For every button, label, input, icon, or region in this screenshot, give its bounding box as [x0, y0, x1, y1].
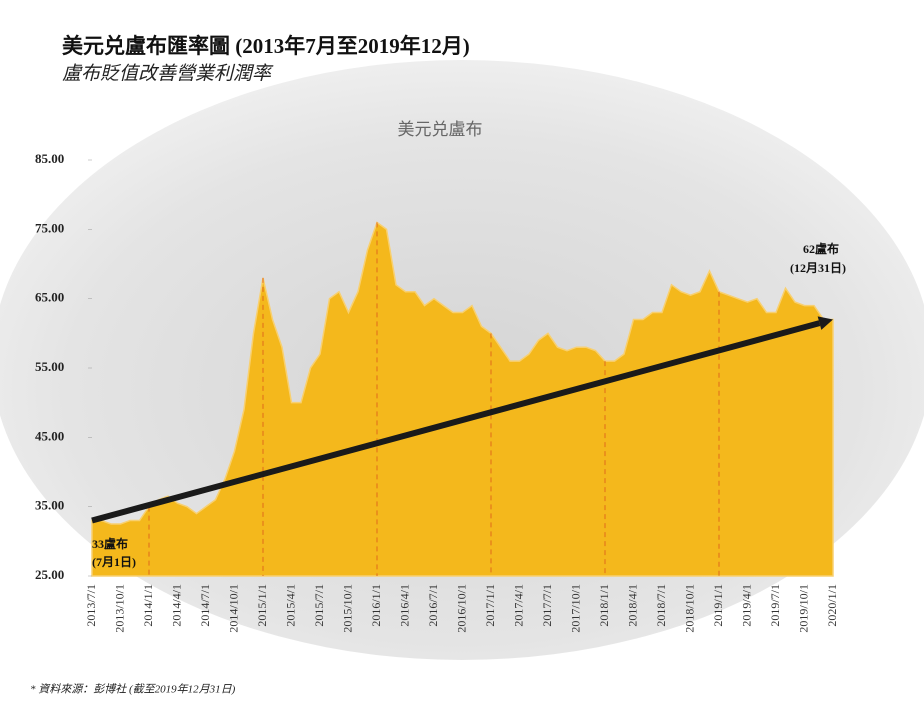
chart-subtitle: 盧布貶值改善營業利潤率 — [62, 62, 274, 84]
x-tick-label: 2015/4/1 — [283, 584, 297, 627]
x-tick-label: 2018/7/1 — [654, 584, 668, 627]
chart: 美元兑盧布匯率圖 (2013年7月至2019年12月) 盧布貶值改善營業利潤率 … — [0, 0, 924, 702]
x-tick-label: 2016/4/1 — [397, 584, 411, 627]
x-tick-label: 2019/10/1 — [796, 584, 810, 633]
y-tick-label: 35.00 — [35, 498, 64, 513]
annotation: 62盧布 — [803, 241, 839, 256]
x-tick-label: 2013/10/1 — [112, 584, 126, 633]
chart-title: 美元兑盧布匯率圖 (2013年7月至2019年12月) — [62, 34, 470, 58]
x-tick-label: 2014/4/1 — [169, 584, 183, 627]
annotation: (12月31日) — [790, 261, 846, 275]
x-tick-label: 2014/10/1 — [226, 584, 240, 633]
annotation: (7月1日) — [92, 555, 136, 569]
y-tick-label: 75.00 — [35, 220, 64, 235]
y-tick-label: 85.00 — [35, 151, 64, 166]
x-tick-label: 2018/1/1 — [597, 584, 611, 627]
x-tick-label: 2014/7/1 — [198, 584, 212, 627]
y-tick-label: 45.00 — [35, 428, 64, 443]
y-tick-label: 25.00 — [35, 567, 64, 582]
x-tick-label: 2019/4/1 — [739, 584, 753, 627]
x-tick-label: 2016/1/1 — [369, 584, 383, 627]
x-tick-label: 2020/1/1 — [825, 584, 839, 627]
annotation: 33盧布 — [92, 536, 128, 551]
x-tick-label: 2015/7/1 — [312, 584, 326, 627]
x-tick-label: 2017/1/1 — [483, 584, 497, 627]
x-tick-label: 2018/10/1 — [682, 584, 696, 633]
x-tick-label: 2016/10/1 — [454, 584, 468, 633]
x-tick-label: 2018/4/1 — [625, 584, 639, 627]
x-tick-label: 2017/4/1 — [511, 584, 525, 627]
x-tick-label: 2019/1/1 — [711, 584, 725, 627]
x-tick-label: 2013/7/1 — [84, 584, 98, 627]
x-tick-label: 2014/1/1 — [141, 584, 155, 627]
y-tick-label: 65.00 — [35, 290, 64, 305]
x-tick-label: 2015/10/1 — [340, 584, 354, 633]
x-tick-label: 2019/7/1 — [768, 584, 782, 627]
x-tick-label: 2017/7/1 — [540, 584, 554, 627]
x-tick-label: 2015/1/1 — [255, 584, 269, 627]
y-tick-label: 55.00 — [35, 359, 64, 374]
source-note: * 資料來源：彭博社 (截至2019年12月31日) — [30, 683, 236, 696]
x-tick-label: 2017/10/1 — [568, 584, 582, 633]
x-tick-label: 2016/7/1 — [426, 584, 440, 627]
series-name: 美元兑盧布 — [398, 120, 483, 140]
